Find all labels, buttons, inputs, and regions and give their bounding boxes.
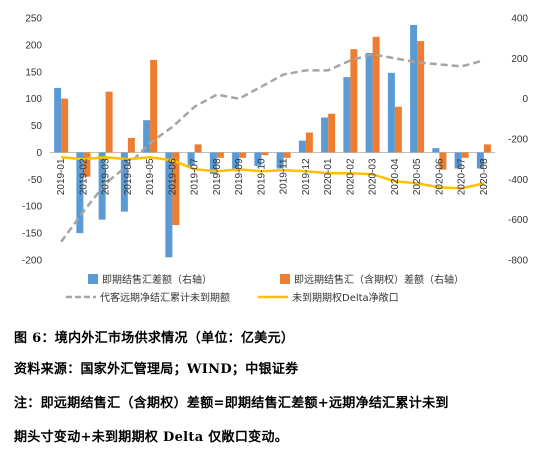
bar-spot-forward bbox=[216, 152, 224, 158]
bar-spot-forward bbox=[328, 113, 336, 153]
source-caption: 资料来源：国家外汇管理局；WIND；中银证券 bbox=[14, 362, 299, 377]
legend-swatch bbox=[88, 274, 98, 284]
x-tick-label: 2019-04 bbox=[123, 158, 134, 195]
y-left-tick-label: -50 bbox=[28, 175, 43, 186]
bar-spot bbox=[165, 152, 173, 258]
note-line-1: 注：即远期结售汇（含期权）差额=即期结售汇差额+远期净结汇累计未到 bbox=[14, 396, 449, 411]
bar-spot bbox=[120, 152, 128, 212]
y-left-tick-label: -200 bbox=[22, 256, 42, 267]
x-tick-label: 2019-01 bbox=[56, 158, 67, 195]
x-tick-label: 2019-03 bbox=[101, 158, 112, 195]
bar-spot bbox=[232, 152, 240, 172]
x-tick-label: 2020-08 bbox=[479, 158, 490, 195]
figure-caption: 图 6：境内外汇市场供求情况（单位：亿美元） bbox=[14, 331, 295, 346]
bar-spot-forward bbox=[417, 41, 425, 153]
x-tick-label: 2019-08 bbox=[212, 158, 223, 195]
y-left-tick-label: 100 bbox=[25, 94, 42, 105]
legend-swatch bbox=[280, 274, 290, 284]
bar-spot bbox=[143, 120, 151, 153]
y-left-tick-label: 250 bbox=[25, 14, 42, 25]
legend-label: 即远期结售汇（含期权）差额（右轴） bbox=[294, 273, 464, 286]
bar-spot-forward bbox=[194, 144, 202, 153]
x-tick-label: 2019-12 bbox=[301, 158, 312, 195]
y-right-tick-label: 0 bbox=[522, 94, 528, 105]
bar-spot-forward bbox=[61, 98, 69, 153]
bar-spot-forward bbox=[239, 152, 247, 158]
x-tick-label: 2019-10 bbox=[256, 158, 267, 195]
x-tick-label: 2019-05 bbox=[145, 158, 156, 195]
x-tick-label: 2020-05 bbox=[412, 158, 423, 195]
bar-spot bbox=[298, 140, 306, 153]
x-tick-label: 2019-02 bbox=[78, 158, 89, 195]
y-right-tick-label: -400 bbox=[508, 175, 528, 186]
y-left-tick-label: 50 bbox=[31, 121, 43, 132]
x-tick-label: 2020-07 bbox=[457, 158, 468, 195]
note-line-2: 期头寸变动+未到期期权 Delta 仅敞口变动。 bbox=[14, 430, 289, 445]
bar-spot-forward bbox=[483, 144, 491, 153]
bar-spot-forward bbox=[283, 152, 291, 158]
x-tick-label: 2019-07 bbox=[190, 158, 201, 195]
line-option-delta bbox=[60, 155, 485, 190]
bar-spot-forward bbox=[172, 152, 180, 226]
bar-spot bbox=[432, 148, 440, 153]
x-tick-label: 2020-01 bbox=[323, 158, 334, 195]
bar-spot-forward bbox=[305, 132, 313, 153]
y-right-tick-label: -600 bbox=[508, 215, 528, 226]
bar-spot-forward bbox=[83, 152, 91, 177]
x-tick-label: 2019-09 bbox=[234, 158, 245, 195]
bar-spot-forward bbox=[350, 49, 358, 153]
x-tick-label: 2020-02 bbox=[345, 158, 356, 195]
x-tick-label: 2020-03 bbox=[368, 158, 379, 195]
chart: -200 -150 -100 -50 0 50 100 150 200 250 -800 -600 -4… bbox=[22, 14, 528, 305]
bar-spot bbox=[254, 152, 262, 166]
bar-spot-forward bbox=[105, 91, 113, 153]
bar-spot bbox=[365, 52, 373, 153]
bar-spot-forward bbox=[127, 137, 135, 153]
bar-spot-forward bbox=[372, 36, 380, 153]
bar-spot bbox=[410, 24, 418, 153]
bar-spot bbox=[343, 77, 351, 153]
bar-spot bbox=[454, 152, 462, 169]
y-left-tick-label: -100 bbox=[22, 202, 42, 213]
bar-spot-forward bbox=[439, 152, 447, 170]
y-right-tick-label: -200 bbox=[508, 135, 528, 146]
y-left-tick-label: 200 bbox=[25, 40, 42, 51]
bar-spot-forward bbox=[394, 106, 402, 153]
y-left-tick-label: -150 bbox=[22, 229, 42, 240]
y-right-tick-label: 400 bbox=[511, 14, 528, 25]
legend-label: 代客远期净结汇累计未到期额 bbox=[100, 291, 230, 304]
line-forward-cumulative bbox=[60, 53, 485, 243]
bar-spot bbox=[387, 72, 395, 153]
x-tick-label: 2019-11 bbox=[279, 158, 290, 194]
bar-spot-forward bbox=[261, 152, 269, 156]
bar-spot bbox=[76, 152, 84, 234]
x-tick-label: 2019-06 bbox=[167, 158, 178, 195]
bar-spot bbox=[276, 152, 284, 169]
x-tick-label: 2020-06 bbox=[434, 158, 445, 195]
x-tick-label: 2020-04 bbox=[390, 158, 401, 195]
bar-spot bbox=[209, 152, 217, 174]
bar-spot-forward bbox=[461, 152, 469, 158]
y-left-tick-label: 0 bbox=[36, 148, 42, 159]
bar-spot-forward bbox=[150, 59, 158, 153]
bar-spot bbox=[187, 152, 195, 166]
legend-label: 未到期期权Delta净敞口 bbox=[292, 291, 399, 304]
y-left-tick-label: 150 bbox=[25, 67, 42, 78]
bar-spot bbox=[476, 152, 484, 169]
bar-spot bbox=[321, 117, 329, 153]
legend-label: 即期结售汇差额（右轴） bbox=[102, 273, 212, 286]
bar-spot bbox=[54, 87, 62, 153]
y-right-tick-label: 200 bbox=[511, 54, 528, 65]
y-right-tick-label: -800 bbox=[508, 256, 528, 267]
